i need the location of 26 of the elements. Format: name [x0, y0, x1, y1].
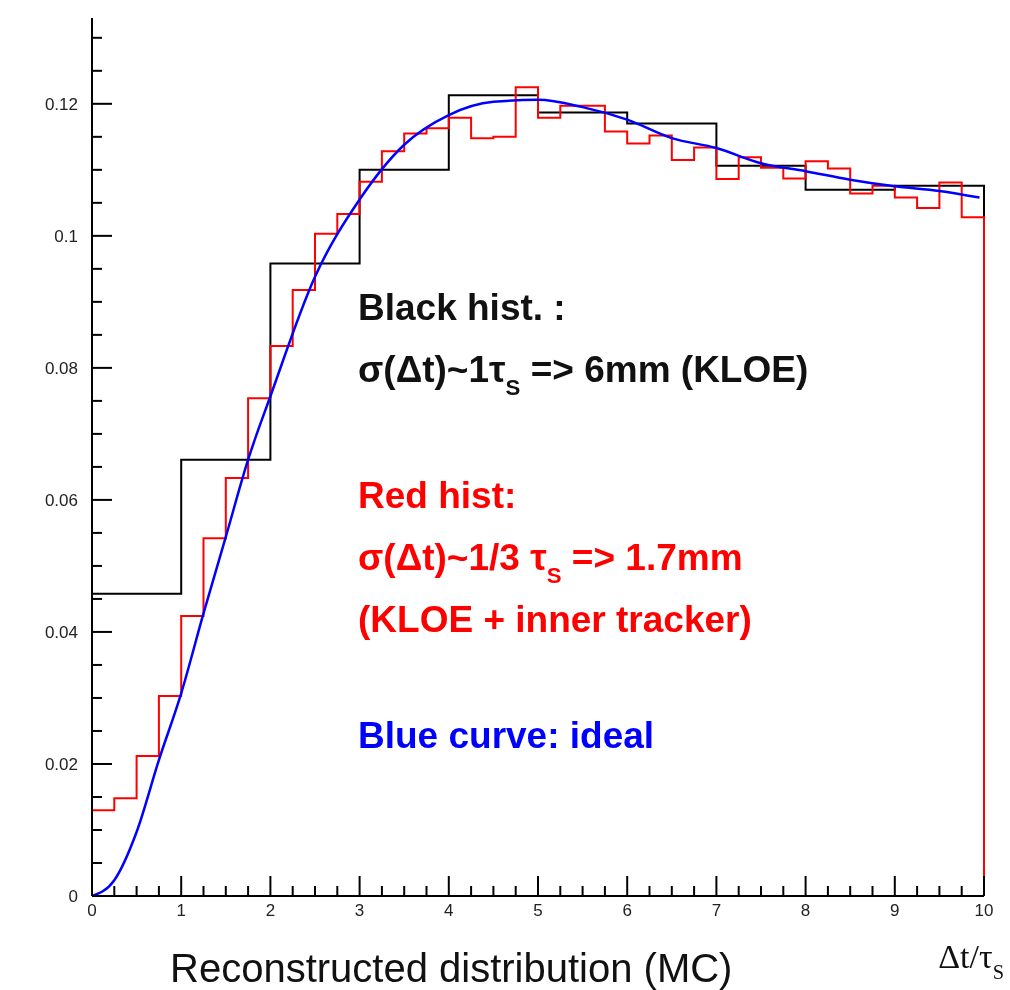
text: Reconstructed distribution (MC) [170, 946, 733, 990]
x-tick-label: 1 [176, 901, 186, 920]
annotation: σ(Δt)~1/3 τ$_{S}$ => 1.7mm [358, 537, 743, 588]
annotation: (KLOE + inner tracker) [358, 599, 752, 640]
x-tick-label: 8 [800, 901, 811, 920]
x-tick-label: 9 [890, 901, 900, 920]
y-tick-label: 0.1 [54, 226, 78, 246]
x-tick-label: 2 [265, 901, 276, 920]
y-tick-label: 0.12 [44, 94, 78, 114]
annotation: Blue curve: ideal [358, 715, 655, 756]
x-tick-label: 7 [711, 901, 722, 920]
x-tick-label: 4 [444, 901, 454, 920]
annotation: Red hist: [358, 475, 517, 516]
y-tick-label: 0.06 [44, 490, 78, 510]
y-tick-label: 0 [68, 886, 78, 906]
x-tick-label: 5 [533, 901, 543, 920]
x-tick-label: 0 [87, 901, 97, 920]
x-tick-label: 10 [974, 901, 994, 920]
y-tick-label: 0.04 [44, 622, 78, 642]
y-tick-label: 0.08 [44, 358, 78, 378]
x-tick-label: 3 [354, 901, 365, 920]
annotation: σ(Δt)~1τ$_{S}$ => 6mm (KLOE) [358, 349, 809, 400]
y-tick-label: 0.02 [44, 754, 78, 774]
x-axis-title: Δt/τ$_{S}$ [938, 938, 1004, 983]
x-tick-label: 6 [622, 901, 632, 920]
annotation: Black hist. : [358, 287, 566, 328]
